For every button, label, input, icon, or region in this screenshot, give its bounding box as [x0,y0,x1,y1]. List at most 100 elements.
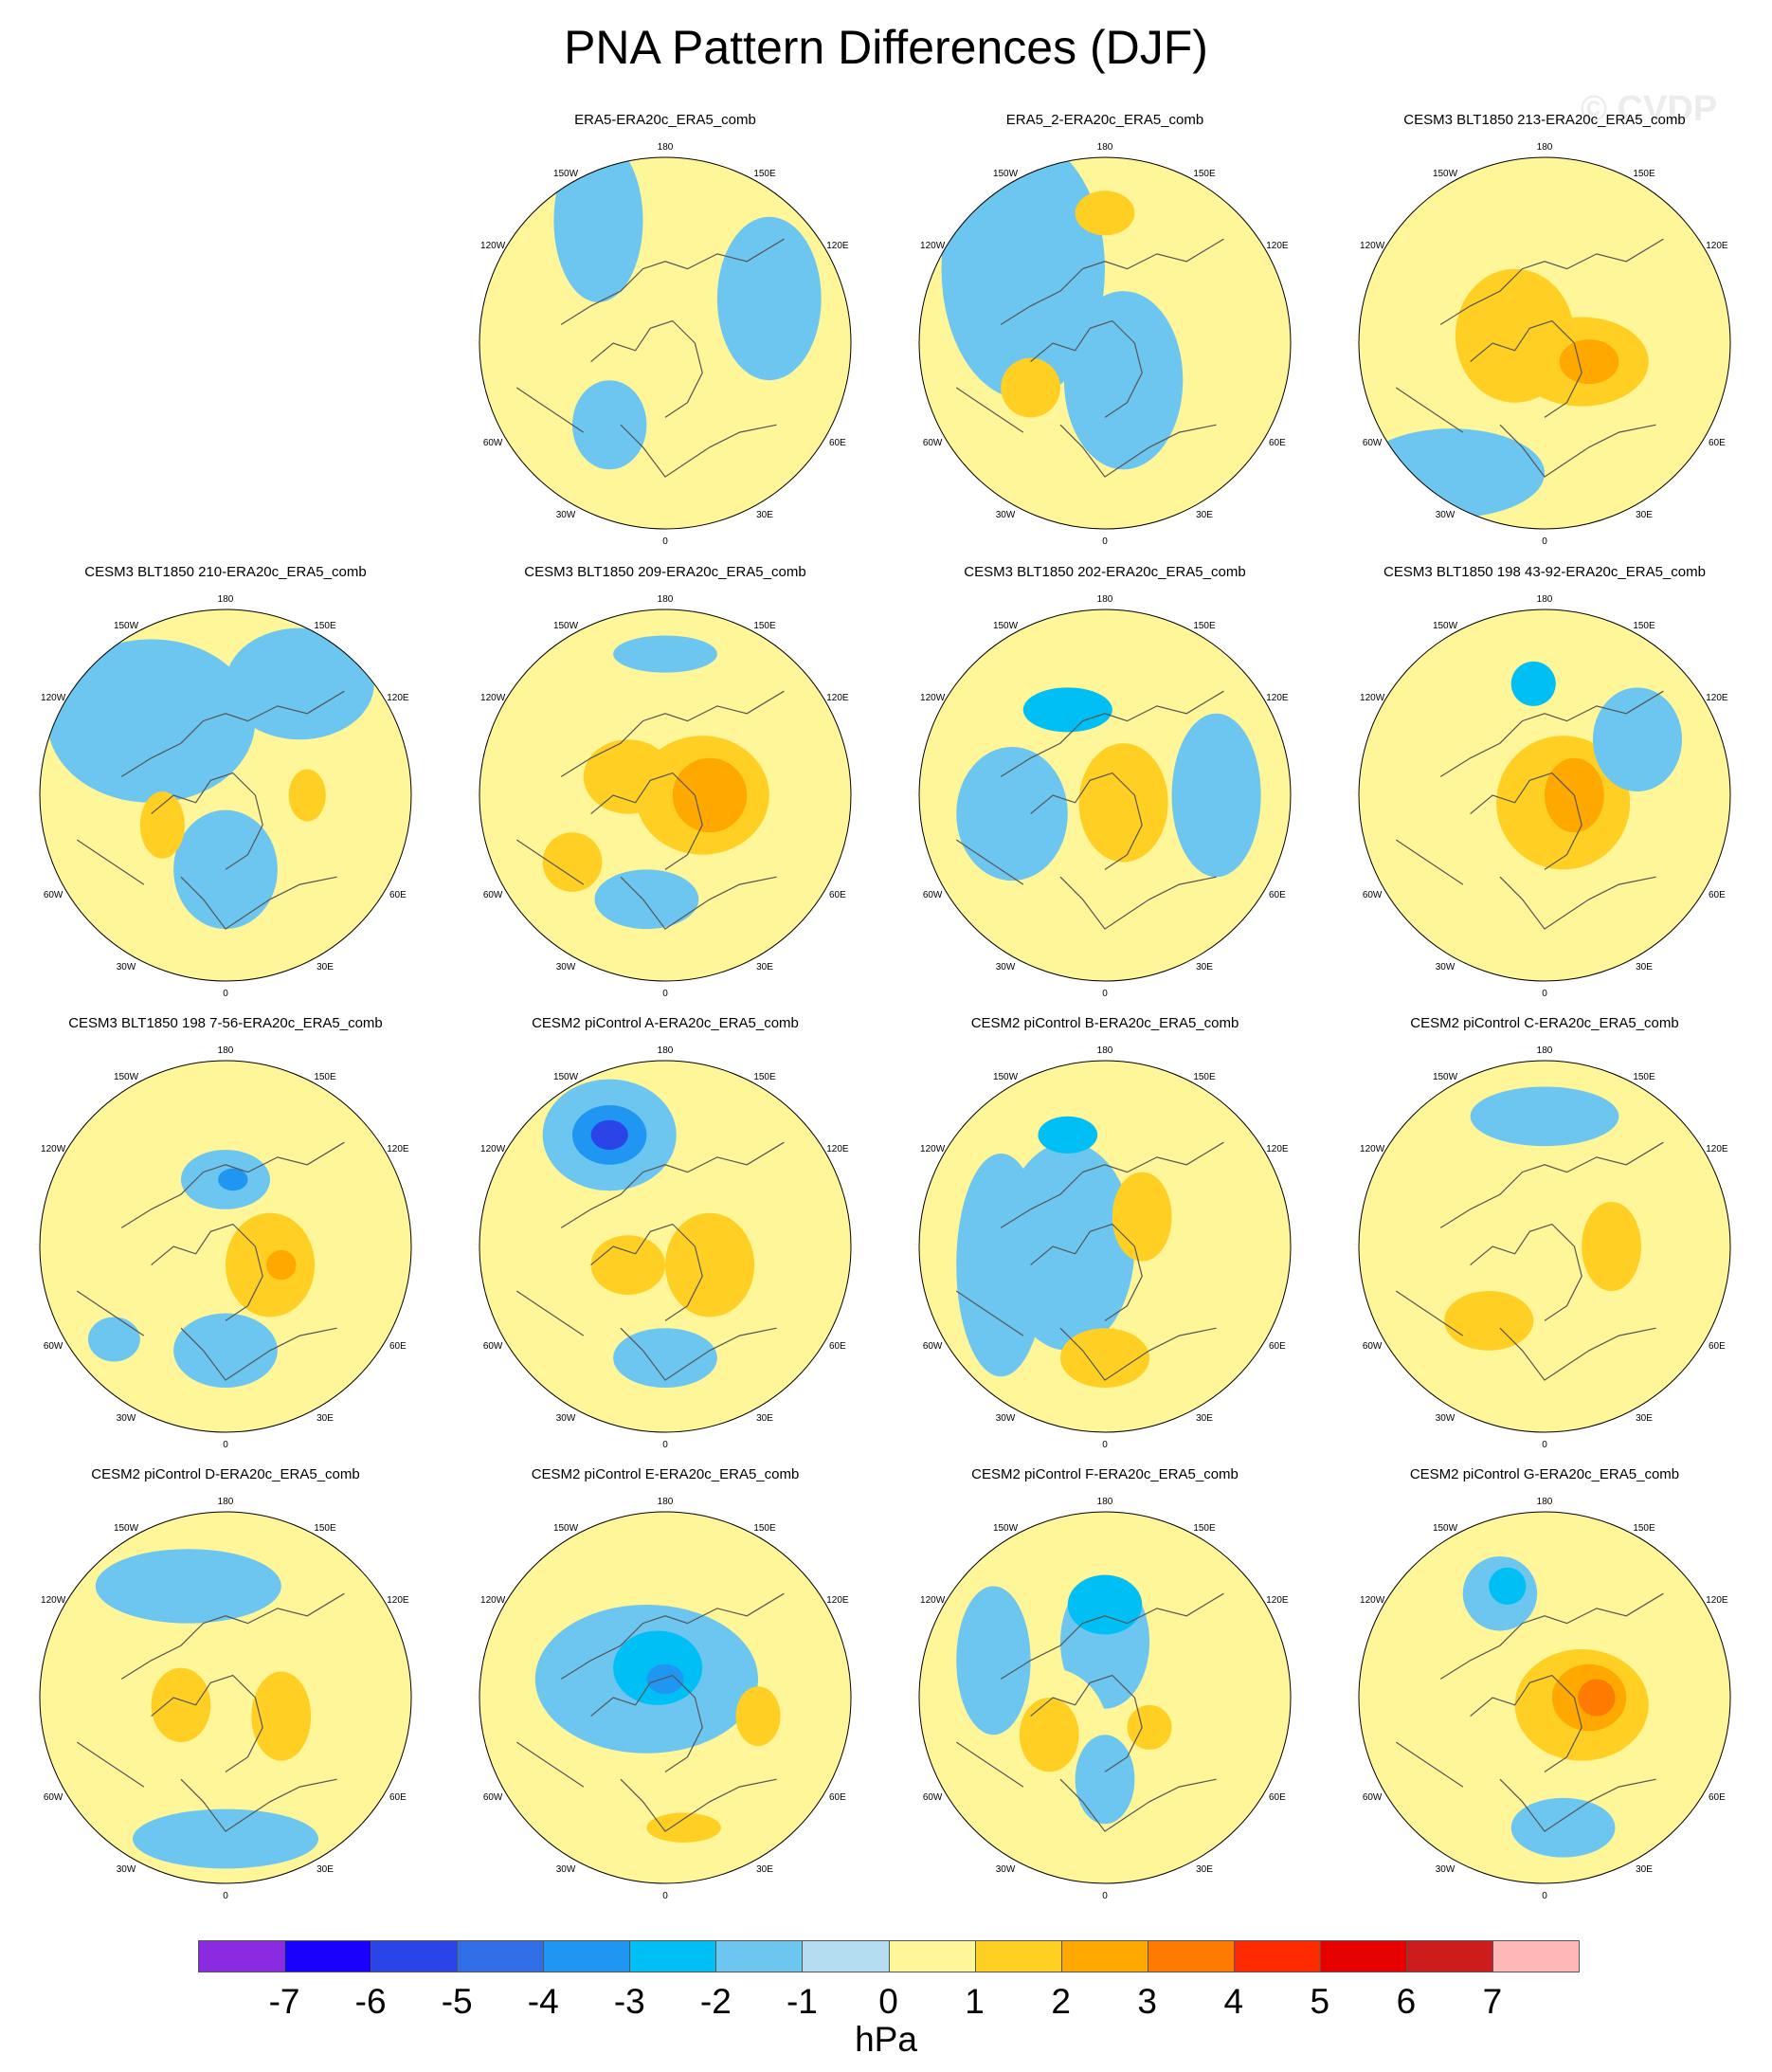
longitude-label: 30W [1436,1413,1456,1424]
negative-anomaly-contour [716,216,822,381]
colorbar-swatch [629,1940,717,1972]
map-panel: CESM3 BLT1850 198 43-92-ERA20c_ERA5_comb… [1355,564,1734,1009]
map-border [1358,156,1731,530]
colorbar-tick-label: 3 [1137,1982,1157,2021]
longitude-label: 60E [1269,1792,1286,1803]
longitude-label: 180 [1537,142,1553,153]
longitude-label: 30E [1196,510,1213,520]
map-panel: ERA5-ERA20c_ERA5_comb180150E120E90E60E30… [476,112,855,557]
coastline [560,690,785,777]
negative-anomaly-contour [553,157,643,302]
longitude-label: 150W [993,1072,1019,1082]
longitude-label: 90W [1355,791,1356,802]
map-panel: ERA5_2-ERA20c_ERA5_comb180150E120E90E60E… [915,112,1294,557]
coastline [620,424,777,478]
polar-map: 180150E120E90E60E30E030W60W90W120W150W [36,1497,412,1901]
longitude-label: 120E [1266,1595,1289,1606]
map-border [918,1511,1292,1884]
longitude-label: 150W [553,1523,579,1534]
longitude-label: 30W [1436,1864,1456,1875]
coastline [76,1741,145,1788]
positive-anomaly-contour [646,1812,721,1843]
longitude-label: 90W [915,1694,916,1704]
longitude-label: 90W [36,1243,37,1253]
coastline [515,1290,585,1336]
longitude-label: 60W [44,1341,63,1352]
coastline [1395,1290,1464,1336]
polar-map: 180150E120E90E60E30E030W60W90W120W150W [915,1497,1292,1901]
colorbar-swatch [1492,1940,1580,1972]
longitude-label: 120E [826,693,849,703]
coastline [1395,387,1464,433]
colorbar-tick-label: -3 [613,1982,645,2021]
longitude-label: 150E [753,621,776,631]
coastline [515,387,585,433]
map-panel: CESM2 piControl E-ERA20c_ERA5_comb 180 150… [476,1466,855,1912]
longitude-label: 120E [1266,1144,1289,1154]
coastline [1030,772,1143,870]
coastline [120,1592,345,1680]
longitude-label: 150E [314,621,336,631]
negative-anomaly-contour [646,1663,684,1695]
longitude-label: 0 [662,1891,668,1901]
coastline [590,1223,703,1321]
longitude-label: 120E [1706,1144,1728,1154]
coastline [1059,1327,1217,1381]
negative-anomaly-contour [1171,713,1261,878]
negative-anomaly-contour [173,809,278,930]
longitude-label: 30W [996,1413,1016,1424]
negative-anomaly-contour [613,1328,717,1388]
longitude-label: 180 [658,1045,674,1056]
map-border [1358,1060,1731,1433]
longitude-label: 180 [218,1497,234,1507]
coastline [620,876,777,930]
longitude-label: 150E [1193,169,1216,179]
map-panel: CESM3 BLT1850 210-ERA20c_ERA5_comb 180 150… [36,564,415,1009]
longitude-label: 120W [1360,1595,1385,1606]
longitude-label: 90W [915,791,916,802]
longitude-label: 180 [658,594,674,605]
longitude-label: 180 [1537,594,1553,605]
coastline [1470,772,1582,870]
longitude-label: 180 [1537,1045,1553,1056]
coastline [1030,1223,1143,1321]
colorbar-swatch [371,1940,459,1972]
map-border [918,1060,1292,1433]
colorbar-swatch [1147,1940,1235,1972]
main-title: PNA Pattern Differences (DJF) [564,21,1208,74]
longitude-label: 180 [658,142,674,153]
positive-anomaly-contour [583,739,673,814]
longitude-label: 120E [826,1595,849,1606]
longitude-label: 30E [1636,962,1653,972]
longitude-label: 150W [114,621,139,631]
longitude-label: 60E [389,1792,407,1803]
longitude-label: 0 [1542,989,1547,999]
colorbar-tick-label: 1 [965,1982,985,2021]
longitude-label: 30E [756,1864,773,1875]
colorbar-swatch [715,1940,804,1972]
longitude-label: 150E [1633,169,1655,179]
longitude-label: 120W [480,1595,506,1606]
positive-anomaly-contour [106,1615,345,1780]
longitude-label: 120E [1266,241,1289,251]
longitude-label: 30W [556,510,576,520]
longitude-label: 180 [1097,1497,1113,1507]
coastline [1059,876,1217,930]
positive-anomaly-contour [1444,1291,1534,1351]
longitude-label: 60E [1709,1341,1726,1352]
longitude-label: 90W [915,1243,916,1253]
longitude-label: 30W [117,1864,136,1875]
coastline [1439,1592,1664,1680]
colorbar-tick-label: 0 [878,1982,898,2021]
coastline [590,772,703,870]
longitude-label: 0 [1102,536,1108,547]
coastline [955,387,1024,433]
negative-anomaly-contour [1592,687,1683,792]
longitude-label: 60W [44,890,63,900]
positive-anomaly-contour [288,769,326,822]
longitude-label: 60W [44,1792,63,1803]
longitude-label: 150W [553,621,579,631]
longitude-label: 0 [1102,989,1108,999]
coastline [620,1327,777,1381]
longitude-label: 120W [480,1144,506,1154]
